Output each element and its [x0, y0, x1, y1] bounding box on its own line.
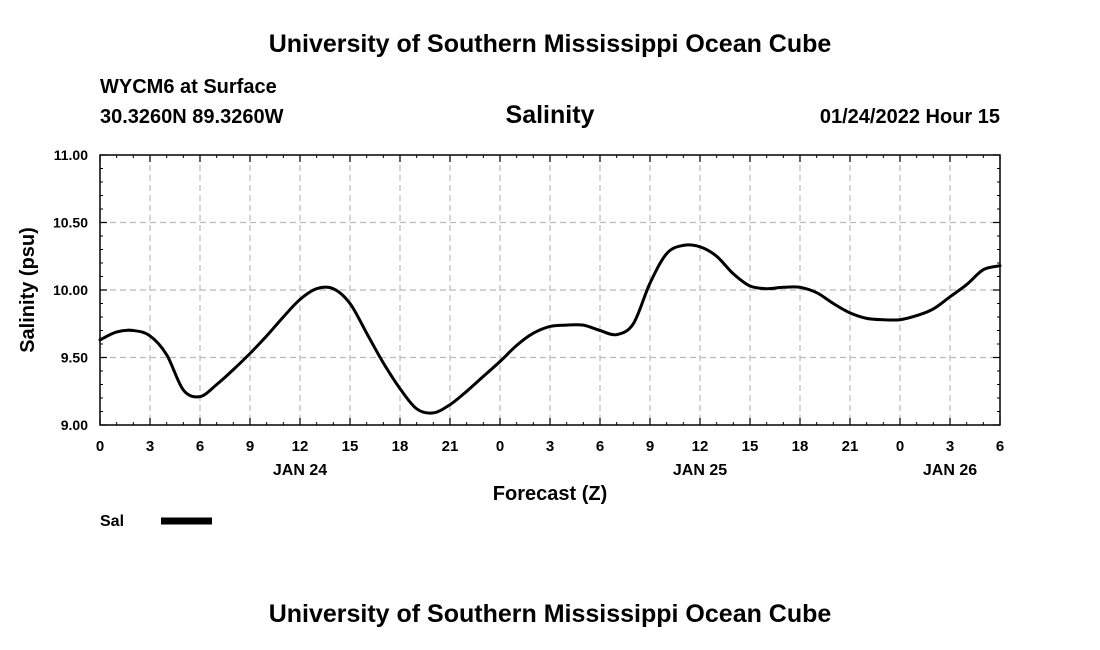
x-tick-label: 9	[646, 438, 654, 455]
x-tick-label: 6	[196, 438, 204, 455]
day-label: JAN 24	[273, 462, 327, 479]
x-tick-label: 6	[996, 438, 1004, 455]
x-tick-label: 0	[496, 438, 504, 455]
x-tick-label: 18	[392, 438, 409, 455]
x-tick-label: 18	[792, 438, 809, 455]
x-tick-label: 0	[896, 438, 904, 455]
x-tick-label: 15	[342, 438, 359, 455]
salinity-series-line	[98, 243, 1002, 415]
page-title: University of Southern Mississippi Ocean…	[268, 30, 832, 58]
x-tick-label: 0	[96, 438, 104, 455]
grid	[99, 154, 1001, 426]
y-tick-label: 11.00	[54, 147, 88, 163]
plot-frame	[99, 154, 1001, 426]
y-axis-ticks: 9.00 9.50 10.00 10.50 11.00	[53, 147, 88, 433]
station-label: WYCM6 at Surface	[100, 76, 277, 98]
x-tick-label: 21	[842, 438, 859, 455]
y-tick-label: 9.00	[61, 417, 88, 433]
y-tick-label: 10.00	[53, 282, 88, 298]
y-axis-label: Salinity (psu)	[17, 227, 39, 353]
day-label: JAN 26	[923, 462, 977, 479]
y-tick-label: 10.50	[53, 215, 88, 231]
station-coordinates: 30.3260N 89.3260W	[100, 106, 284, 128]
x-axis-label: Forecast (Z)	[493, 483, 607, 505]
x-tick-label: 12	[292, 438, 309, 455]
forecast-datetime: 01/24/2022 Hour 15	[819, 106, 1000, 128]
y-tick-label: 9.50	[61, 350, 88, 366]
x-tick-label: 12	[692, 438, 709, 455]
x-tick-label: 3	[146, 438, 154, 455]
x-tick-label: 15	[742, 438, 759, 455]
day-labels: JAN 24 JAN 25 JAN 26	[273, 462, 977, 479]
legend-label: Sal	[100, 513, 124, 530]
x-axis-ticks: 0 3 6 9 12 15 18 21 0 3 6 9 12 15 18 21 0 3 6	[96, 438, 1004, 455]
x-tick-label: 6	[596, 438, 604, 455]
footer-title: University of Southern Mississippi Ocean…	[268, 600, 832, 628]
x-tick-label: 3	[546, 438, 554, 455]
day-label: JAN 25	[673, 462, 727, 479]
x-tick-label: 3	[946, 438, 954, 455]
chart-title: Salinity	[505, 101, 595, 129]
x-tick-label: 9	[246, 438, 254, 455]
x-tick-label: 21	[442, 438, 459, 455]
